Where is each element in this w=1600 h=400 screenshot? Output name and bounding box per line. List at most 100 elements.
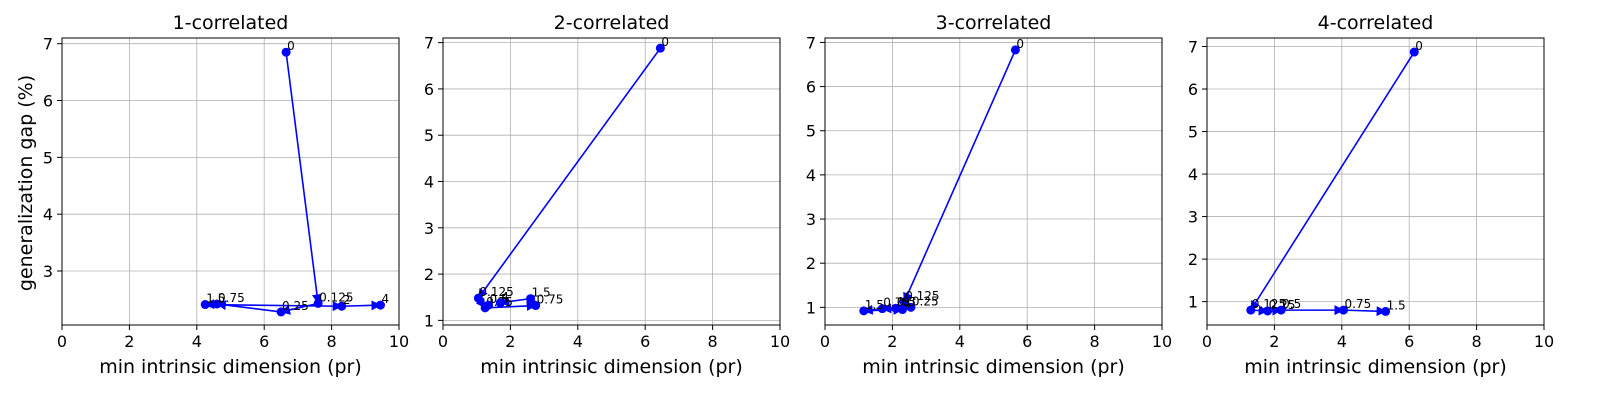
y-tick-label: 2: [806, 254, 816, 273]
y-tick-label: 4: [1188, 165, 1198, 184]
y-tick-label: 1: [806, 298, 816, 317]
data-point: [495, 298, 505, 308]
plot-frame: [61, 37, 400, 326]
x-tick-label: 6: [1022, 332, 1032, 351]
x-tick-label: 0: [1202, 332, 1212, 351]
point-label: 1.5: [1387, 298, 1406, 312]
data-point: [276, 307, 286, 317]
y-tick-label: 7: [806, 33, 816, 52]
data-point: [337, 301, 347, 311]
point-label: 0: [1415, 39, 1423, 53]
panel-title: 4-correlated: [1318, 12, 1434, 34]
point-label: 0.75: [1344, 297, 1371, 311]
x-tick-label: 8: [708, 332, 718, 351]
point-label: 2: [343, 293, 351, 307]
y-tick-label: 6: [424, 80, 434, 99]
y-tick-label: 5: [424, 126, 434, 145]
point-label: 0.75: [537, 293, 564, 307]
y-axis-label: generalization gap (%): [15, 75, 37, 291]
x-tick-label: 6: [1404, 332, 1414, 351]
y-tick-label: 2: [1188, 250, 1198, 269]
x-tick-label: 2: [505, 332, 515, 351]
plot-frame: [824, 37, 1163, 326]
y-tick-label: 3: [1188, 208, 1198, 227]
x-tick-label: 4: [192, 332, 202, 351]
y-tick-label: 4: [424, 173, 434, 192]
y-tick-label: 7: [1188, 38, 1198, 57]
point-label: 0.125: [479, 285, 513, 299]
y-tick-label: 4: [43, 205, 53, 224]
x-tick-label: 8: [1090, 332, 1100, 351]
data-point: [375, 300, 385, 310]
arrow: [485, 300, 537, 311]
data-point: [531, 301, 541, 311]
arrow: [903, 49, 1017, 303]
point-label: 0.125: [905, 289, 939, 303]
data-point: [200, 300, 210, 310]
arrow: [341, 300, 382, 311]
panel-1: 1-correlated 0 2 4 6 8 10 3 4 5 6 7 min intrinsic di…: [43, 12, 409, 378]
y-tick-label: 6: [43, 92, 53, 111]
arrow: [1343, 306, 1387, 317]
x-tick-label: 10: [770, 332, 790, 351]
y-tick-label: 7: [43, 35, 53, 54]
data-point: [526, 294, 536, 304]
data-point: [1246, 305, 1256, 315]
point-label: 0: [661, 35, 669, 49]
point-label: 1.5: [532, 286, 551, 300]
arrow: [499, 296, 531, 307]
x-tick-label: 8: [327, 332, 337, 351]
data-point: [655, 43, 665, 53]
point-label: 0.25: [1269, 298, 1296, 312]
x-tick-label: 10: [389, 332, 409, 351]
point-label: 0.5: [1282, 297, 1301, 311]
y-tick-label: 4: [806, 166, 816, 185]
plot-frame: [1206, 37, 1545, 326]
x-tick-label: 6: [259, 332, 269, 351]
point-label: 0.125: [319, 290, 353, 304]
point-label: 1.5: [865, 298, 884, 312]
point-label: 4: [501, 290, 509, 304]
x-tick-label: 10: [1152, 332, 1172, 351]
y-tick-label: 6: [806, 78, 816, 97]
y-tick-label: 3: [43, 262, 53, 281]
y-tick-label: 5: [1188, 123, 1198, 142]
y-tick-label: 7: [424, 34, 434, 53]
data-point: [281, 47, 291, 57]
data-point: [1381, 306, 1391, 316]
y-tick-label: 1: [424, 311, 434, 330]
panel-title: 3-correlated: [936, 12, 1052, 34]
point-label: 1.5: [206, 292, 225, 306]
point-label: 4: [904, 297, 912, 311]
data-point: [899, 297, 909, 307]
x-tick-label: 8: [1472, 332, 1482, 351]
point-label: 0.25: [912, 294, 939, 308]
panel-title: 1-correlated: [173, 12, 289, 34]
x-tick-label: 0: [820, 332, 830, 351]
x-axis-label: min intrinsic dimension (pr): [480, 356, 743, 378]
data-point: [1263, 306, 1273, 316]
y-tick-label: 3: [424, 219, 434, 238]
point-label: 0.25: [282, 299, 309, 313]
x-axis-label: min intrinsic dimension (pr): [862, 356, 1125, 378]
data-point: [877, 304, 887, 314]
data-point: [212, 299, 222, 309]
x-tick-label: 4: [573, 332, 583, 351]
arrow: [477, 47, 662, 299]
arrow: [1250, 51, 1415, 311]
data-point: [1010, 45, 1020, 55]
x-tick-label: 2: [124, 332, 134, 351]
y-tick-label: 6: [1188, 80, 1198, 99]
plot-frame: [442, 37, 781, 326]
x-tick-label: 2: [1269, 332, 1279, 351]
x-axis-label: min intrinsic dimension (pr): [1244, 356, 1507, 378]
point-label: 4: [381, 292, 389, 306]
data-point: [483, 300, 493, 310]
panel-title: 2-correlated: [554, 12, 670, 34]
data-point: [473, 293, 483, 303]
data-point: [1409, 47, 1419, 57]
